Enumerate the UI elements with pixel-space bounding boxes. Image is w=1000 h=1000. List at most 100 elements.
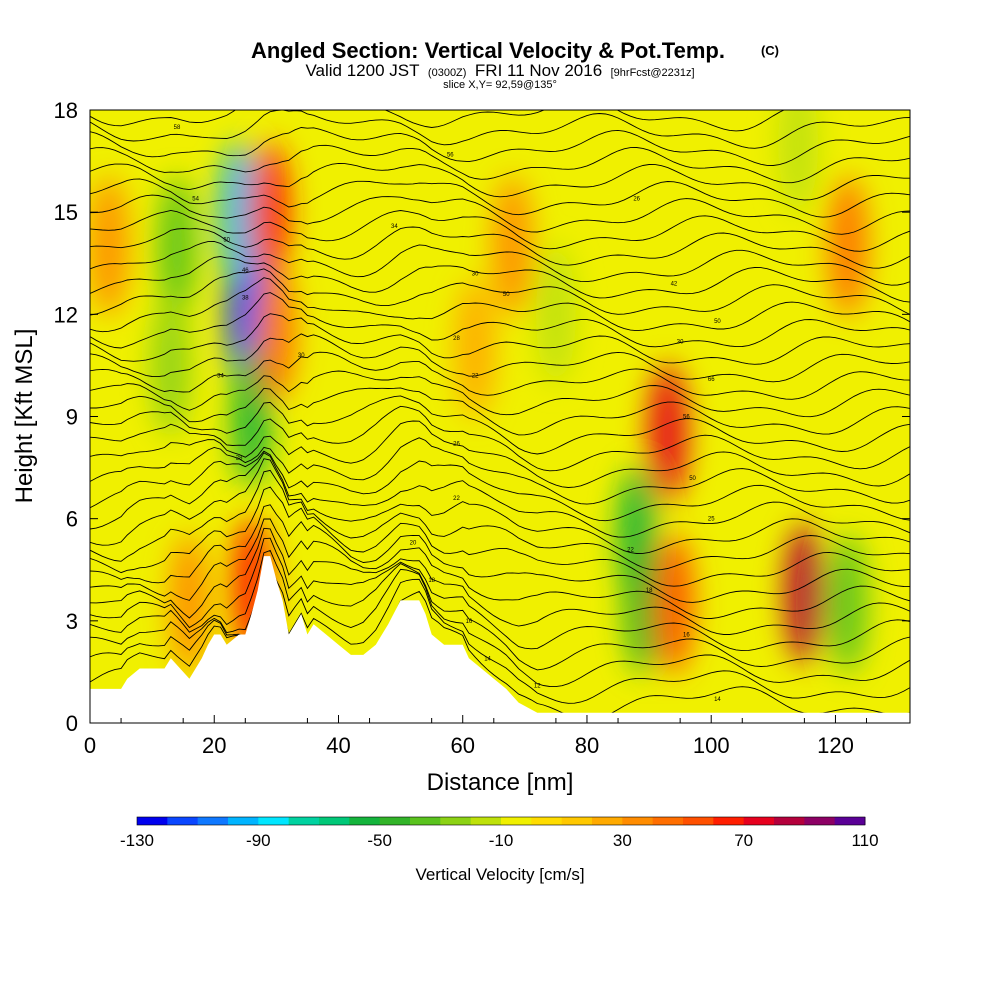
colorbar-swatch-23 bbox=[834, 817, 866, 825]
x-tick-label-1: 20 bbox=[202, 733, 226, 758]
velocity-cell-4 bbox=[150, 295, 191, 436]
isentrope-line-17 bbox=[90, 387, 910, 436]
colorbar-tick-label-1: -90 bbox=[246, 831, 271, 850]
potential-temperature-contours bbox=[90, 110, 910, 713]
colorbar-swatch-11 bbox=[470, 817, 502, 825]
colorbar-swatch-17 bbox=[652, 817, 684, 825]
y-tick-label-5: 15 bbox=[54, 200, 78, 225]
isentrope-line-26 bbox=[90, 240, 910, 286]
isentrope-line-16 bbox=[90, 395, 910, 455]
contour-label-25: 66 bbox=[708, 377, 715, 383]
velocity-cell-19 bbox=[169, 533, 210, 674]
contour-label-11: 50 bbox=[503, 292, 510, 298]
isentrope-line-20 bbox=[90, 333, 910, 383]
isentrope-line-12 bbox=[90, 450, 910, 522]
velocity-cell-15 bbox=[778, 110, 819, 215]
isentrope-line-8 bbox=[90, 486, 910, 587]
isentrope-line-19 bbox=[90, 351, 910, 400]
velocity-cell-3 bbox=[156, 176, 197, 317]
colorbar-swatch-21 bbox=[774, 817, 805, 825]
velocity-cell-17 bbox=[535, 244, 576, 385]
isentrope-line-7 bbox=[90, 504, 910, 603]
axes: 0 20 40 60 80 100 120 0 3 6 9 12 15 18 bbox=[54, 98, 911, 758]
contour-label-27: 50 bbox=[689, 476, 696, 482]
isentrope-line-30 bbox=[90, 178, 910, 218]
colorbar-swatch-1 bbox=[167, 817, 199, 825]
isentrope-line-27 bbox=[90, 226, 910, 269]
x-tick-label-6: 120 bbox=[817, 733, 854, 758]
x-tick-label-0: 0 bbox=[84, 733, 96, 758]
isentrope-line-2 bbox=[90, 565, 910, 688]
velocity-cell-2 bbox=[231, 346, 272, 487]
chart-title-unit: (C) bbox=[761, 43, 779, 58]
contour-label-8: 56 bbox=[447, 152, 454, 158]
contour-label-24: 30 bbox=[677, 340, 684, 346]
colorbar-swatch-7 bbox=[349, 817, 381, 825]
colorbar-swatch-6 bbox=[319, 817, 350, 825]
colorbar-swatch-19 bbox=[713, 817, 745, 825]
contour-label-9: 34 bbox=[391, 224, 398, 230]
isentrope-line-23 bbox=[90, 277, 910, 333]
y-tick-label-0: 0 bbox=[66, 711, 78, 736]
subtitle-valid: Valid 1200 JST bbox=[305, 61, 419, 80]
subtitle-date: FRI 11 Nov 2016 bbox=[475, 61, 602, 80]
contour-label-20: 12 bbox=[534, 684, 541, 690]
colorbar-swatch-16 bbox=[622, 817, 654, 825]
colorbar-swatch-5 bbox=[288, 817, 320, 825]
isentrope-line-15 bbox=[90, 405, 910, 472]
isentrope-line-21 bbox=[90, 313, 910, 365]
colorbar-swatch-8 bbox=[379, 817, 411, 825]
contour-label-2: 50 bbox=[223, 237, 230, 243]
contour-label-5: 30 bbox=[298, 353, 305, 359]
contour-label-26: 56 bbox=[683, 415, 690, 421]
isentrope-line-24 bbox=[90, 268, 910, 316]
isentrope-line-9 bbox=[90, 469, 910, 571]
slice-label: slice X,Y= 92,59@135° bbox=[443, 79, 557, 91]
colorbar-tick-label-0: -130 bbox=[120, 831, 154, 850]
isentrope-line-1 bbox=[90, 578, 910, 704]
colorbar-tick-label-3: -10 bbox=[489, 831, 514, 850]
contour-label-10: 30 bbox=[472, 271, 479, 277]
isentrope-line-13 bbox=[90, 437, 910, 505]
contour-label-31: 16 bbox=[683, 632, 690, 638]
subtitle-forecast: [9hrFcst@2231z] bbox=[611, 67, 695, 79]
colorbar-tick-label-2: -50 bbox=[367, 831, 392, 850]
isentrope-line-4 bbox=[90, 537, 910, 652]
contour-label-32: 14 bbox=[714, 697, 721, 703]
contour-labels: 58 54 50 46 38 30 34 28 56 34 30 50 28 22 26 22 20 18 16 14… bbox=[174, 125, 722, 703]
isentrope-line-6 bbox=[90, 518, 910, 619]
isentrope-line-3 bbox=[90, 549, 910, 671]
velocity-cell-1 bbox=[219, 142, 260, 283]
contour-label-17: 18 bbox=[428, 578, 435, 584]
colorbar-swatch-4 bbox=[258, 817, 290, 825]
colorbar-label: Vertical Velocity [cm/s] bbox=[415, 865, 584, 884]
isentrope-line-11 bbox=[90, 452, 910, 538]
colorbar-swatch-15 bbox=[592, 817, 623, 825]
contour-label-21: 26 bbox=[633, 197, 640, 203]
isentrope-line-29 bbox=[90, 194, 910, 235]
isentrope-line-35 bbox=[90, 110, 910, 132]
velocity-cell-13 bbox=[827, 533, 868, 674]
isentrope-line-10 bbox=[90, 458, 910, 554]
y-tick-label-3: 9 bbox=[66, 405, 78, 430]
colorbar-swatch-12 bbox=[501, 817, 532, 825]
velocity-cell-6 bbox=[256, 261, 297, 402]
isentrope-line-0 bbox=[90, 581, 910, 713]
y-tick-label-2: 6 bbox=[66, 507, 78, 532]
y-tick-label-6: 18 bbox=[54, 98, 78, 123]
contour-label-4: 38 bbox=[242, 295, 249, 301]
isentrope-line-25 bbox=[90, 256, 910, 303]
contour-label-18: 16 bbox=[466, 619, 473, 625]
contour-label-6: 34 bbox=[217, 374, 224, 380]
contour-label-29: 22 bbox=[627, 547, 634, 553]
x-tick-label-2: 40 bbox=[326, 733, 350, 758]
colorbar-swatch-10 bbox=[440, 817, 472, 825]
colorbar-swatch-14 bbox=[561, 817, 593, 825]
contour-label-22: 42 bbox=[671, 282, 678, 288]
contour-label-14: 26 bbox=[453, 442, 460, 448]
y-axis-label: Height [Kft MSL] bbox=[11, 329, 38, 504]
colorbar-tick-label-6: 110 bbox=[851, 831, 878, 850]
contour-label-0: 58 bbox=[174, 125, 181, 131]
contour-label-1: 54 bbox=[192, 197, 199, 203]
